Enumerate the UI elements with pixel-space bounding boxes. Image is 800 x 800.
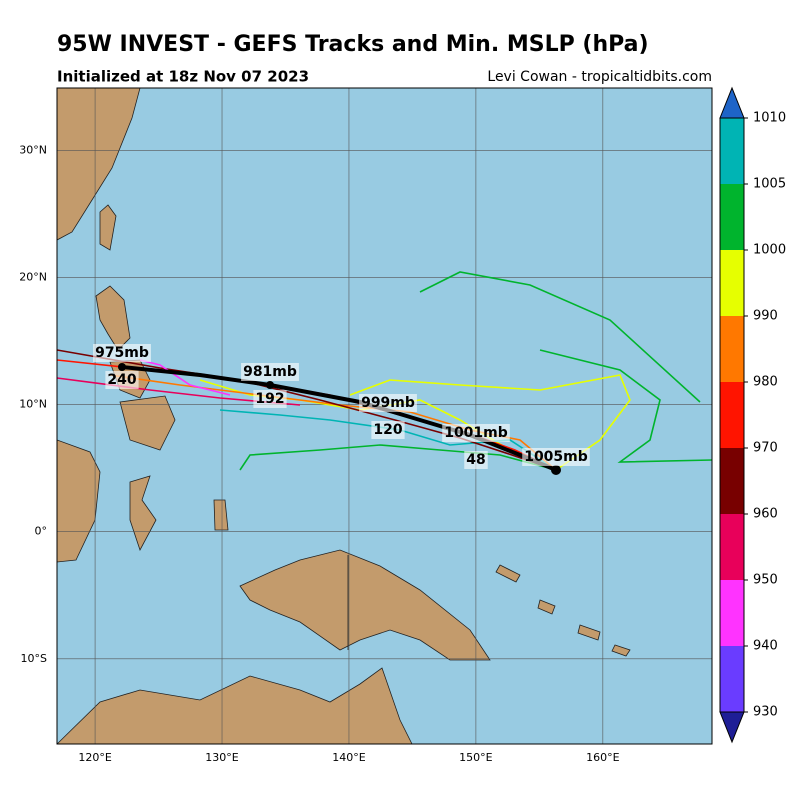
colorbar-frame: [719, 117, 745, 713]
colorbar-over: [719, 86, 745, 119]
map-frame: [56, 87, 713, 745]
lat-label: 20°N: [19, 270, 47, 283]
track-label: 975mb: [95, 345, 149, 361]
label-box: [105, 371, 139, 389]
label-box: [359, 394, 417, 412]
colorbar-band: [720, 448, 744, 514]
label-box: [253, 390, 287, 408]
track-label: 1001mb: [444, 425, 508, 441]
label-box: [241, 363, 299, 381]
colorbar-label: 980: [753, 375, 778, 390]
track-label: 999mb: [361, 395, 415, 411]
colorbar-band: [720, 184, 744, 250]
lon-label: 130°E: [205, 751, 238, 764]
lon-label: 140°E: [332, 751, 365, 764]
colorbar-label: 940: [753, 639, 778, 654]
credit: Levi Cowan - tropicaltidbits.com: [487, 69, 712, 85]
colorbar-label: 1010: [753, 111, 786, 126]
lon-label: 160°E: [586, 751, 619, 764]
track-label: 240: [107, 372, 136, 388]
lat-label: 0°: [35, 525, 48, 538]
label-box: [464, 451, 488, 469]
title: 95W INVEST - GEFS Tracks and Min. MSLP (…: [57, 32, 649, 57]
lat-label: 10°S: [21, 652, 47, 665]
label-box: [93, 344, 151, 362]
colorbar-label: 950: [753, 573, 778, 588]
lat-label: 10°N: [19, 398, 47, 411]
colorbar-band: [720, 514, 744, 580]
colorbar-label: 990: [753, 309, 778, 324]
subtitle: Initialized at 18z Nov 07 2023: [57, 68, 309, 86]
colorbar-under: [719, 711, 745, 744]
lat-label: 30°N: [19, 143, 47, 156]
colorbar-band: [720, 382, 744, 448]
label-box: [371, 421, 405, 439]
colorbar-label: 970: [753, 441, 778, 456]
colorbar-label: 930: [753, 705, 778, 720]
track-label: 120: [373, 422, 402, 438]
colorbar-band: [720, 646, 744, 712]
colorbar-label: 1000: [753, 243, 786, 258]
lon-label: 120°E: [78, 751, 111, 764]
colorbar-band: [720, 118, 744, 184]
colorbar-band: [720, 250, 744, 316]
colorbar-band: [720, 316, 744, 382]
lon-label: 150°E: [459, 751, 492, 764]
track-label: 981mb: [243, 364, 297, 380]
colorbar-label: 960: [753, 507, 778, 522]
label-box: [442, 424, 510, 442]
label-box: [522, 448, 590, 466]
colorbar-label: 1005: [753, 177, 786, 192]
track-label: 48: [466, 452, 485, 468]
track-label: 192: [255, 391, 284, 407]
colorbar-band: [720, 580, 744, 646]
track-label: 1005mb: [524, 449, 588, 465]
